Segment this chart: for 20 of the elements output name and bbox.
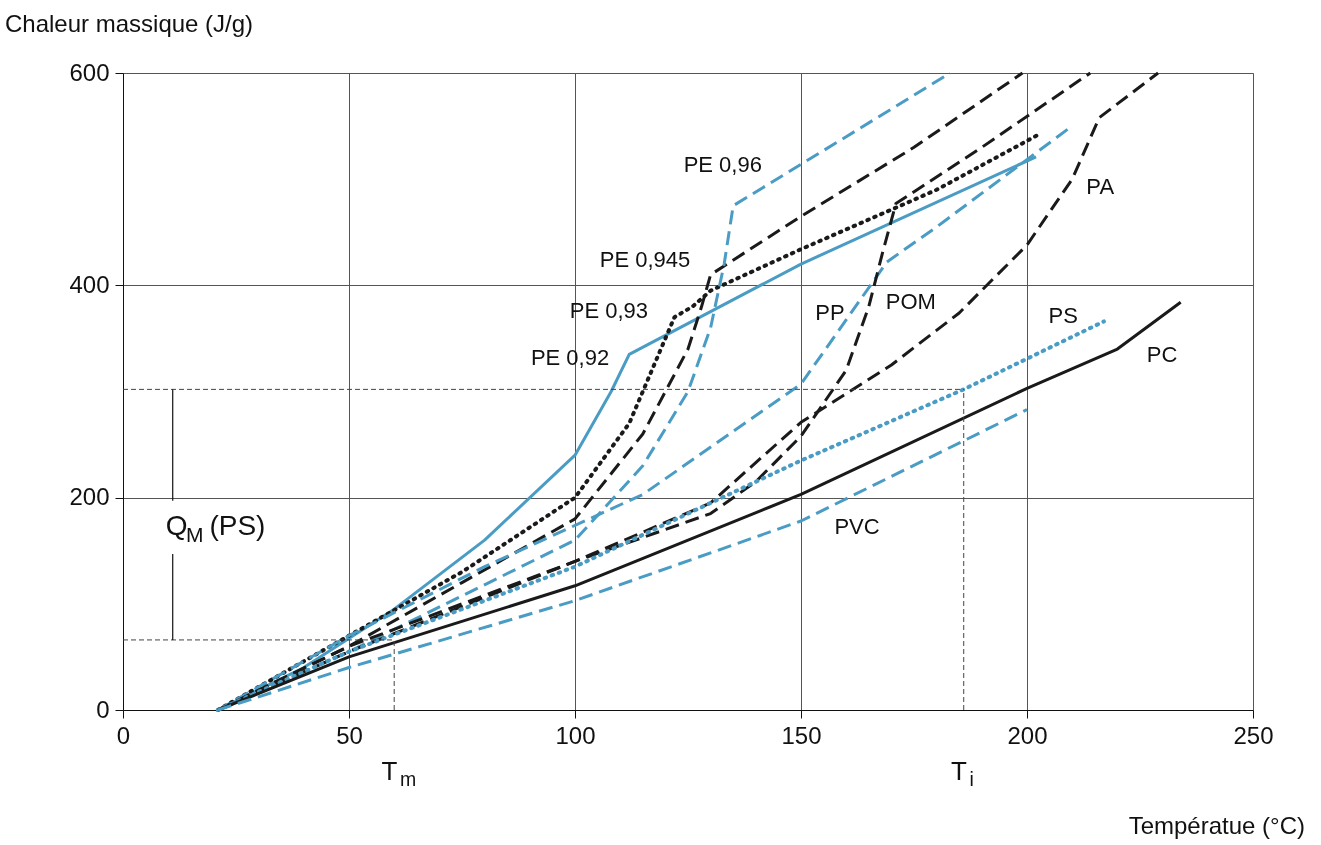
x-tick-label: 100	[555, 721, 596, 749]
series-label: PE 0,96	[683, 152, 762, 178]
series-label: PP	[815, 299, 845, 325]
x-tick-label: 250	[1233, 721, 1274, 749]
x-tick-label: 0	[116, 721, 131, 749]
series-label: PA	[1086, 173, 1115, 199]
x-tick-label: 200	[1007, 721, 1048, 749]
y-tick-label: 200	[69, 483, 110, 511]
x-tick-label: 150	[781, 721, 822, 749]
series-label: PVC	[834, 514, 880, 540]
x-tick-label: 50	[336, 721, 363, 749]
series-label: PC	[1146, 342, 1178, 368]
y-tick-label: 400	[69, 270, 110, 298]
series-label: PS	[1048, 303, 1078, 329]
x-axis-title: Températue (°C)	[1128, 812, 1305, 839]
y-tick-label: 600	[69, 58, 110, 86]
series-label: PE 0,945	[599, 246, 691, 272]
y-tick-label: 0	[96, 695, 110, 723]
series-label: POM	[885, 289, 936, 315]
y-axis-title: Chaleur massique (J/g)	[5, 10, 254, 37]
